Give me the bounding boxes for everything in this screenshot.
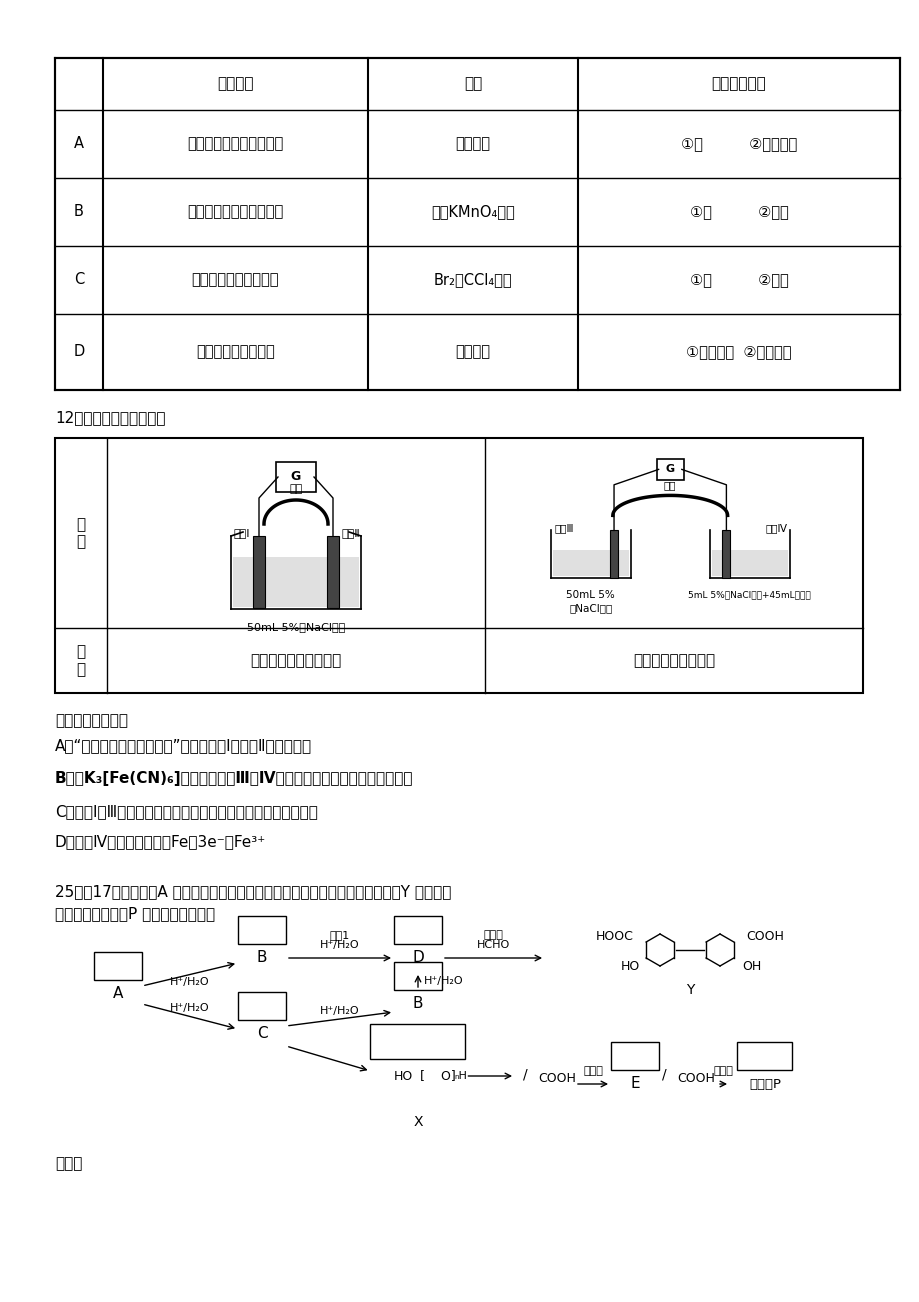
- Bar: [238, 992, 286, 1019]
- Bar: [737, 1042, 791, 1070]
- Text: 铁片Ⅱ: 铁片Ⅱ: [342, 529, 360, 538]
- Text: 的NaCl溶液: 的NaCl溶液: [569, 603, 612, 613]
- Text: HCHO: HCHO: [476, 940, 509, 950]
- Text: Br₂的CCl₄溶液: Br₂的CCl₄溶液: [433, 272, 512, 288]
- Bar: [552, 551, 629, 577]
- Text: 电流计指针未发生偏转: 电流计指针未发生偏转: [250, 654, 341, 668]
- Text: B: B: [74, 204, 84, 220]
- Text: 试剂: 试剂: [463, 77, 482, 91]
- Text: H⁺/H₂O: H⁺/H₂O: [320, 1006, 359, 1016]
- Text: 碳酸的酸性比苯酚强: 碳酸的酸性比苯酚强: [196, 345, 275, 359]
- Text: 酸性KMnO₄溶液: 酸性KMnO₄溶液: [431, 204, 515, 220]
- Text: D: D: [412, 950, 424, 966]
- Text: 酸催化: 酸催化: [483, 930, 503, 940]
- Bar: [393, 962, 441, 990]
- Text: 盐桥: 盐桥: [289, 484, 302, 493]
- Text: 催化剂: 催化剂: [713, 1066, 732, 1075]
- Text: 50mL 5%: 50mL 5%: [566, 590, 615, 600]
- Bar: [55, 437, 862, 693]
- Text: ₙH: ₙH: [453, 1072, 466, 1081]
- Text: B: B: [413, 996, 423, 1012]
- Bar: [55, 59, 899, 391]
- Text: 50mL 5%的NaCl溶液: 50mL 5%的NaCl溶液: [246, 622, 345, 631]
- Text: 苯分子中没有碳碳双键: 苯分子中没有碳碳双键: [191, 272, 279, 288]
- Text: A: A: [74, 137, 84, 151]
- Text: A．“电流计指针未发生偏转”，说明铁片Ⅰ、铁片Ⅱ均未被腐蚀: A．“电流计指针未发生偏转”，说明铁片Ⅰ、铁片Ⅱ均未被腐蚀: [55, 738, 312, 753]
- Bar: [609, 530, 618, 578]
- Bar: [710, 551, 787, 577]
- Bar: [253, 536, 265, 608]
- Bar: [370, 1023, 465, 1059]
- Text: 羟基对苯环的活性有影响: 羟基对苯环的活性有影响: [187, 137, 283, 151]
- Text: Y: Y: [685, 983, 694, 997]
- Text: HOOC: HOOC: [596, 930, 633, 943]
- Bar: [276, 462, 315, 492]
- Text: 25．（17分）有机物A 为缓释阿司匹林的主要成分。用于内燃机润滑油的有机物Y 和用于制: 25．（17分）有机物A 为缓释阿司匹林的主要成分。用于内燃机润滑油的有机物Y …: [55, 884, 451, 898]
- Text: HO: HO: [619, 960, 639, 973]
- Text: 试管中的物质: 试管中的物质: [711, 77, 766, 91]
- Text: 现
象: 现 象: [76, 644, 85, 677]
- Text: H⁺/H₂O: H⁺/H₂O: [170, 978, 210, 987]
- Bar: [721, 530, 730, 578]
- Text: G: G: [290, 470, 301, 483]
- Bar: [94, 952, 142, 980]
- Text: ①苯酚溶液  ②碳酸溶液: ①苯酚溶液 ②碳酸溶液: [686, 345, 791, 359]
- Text: 反应1: 反应1: [330, 930, 350, 940]
- Text: OH: OH: [742, 960, 761, 973]
- Text: 已知：: 已知：: [55, 1156, 83, 1170]
- Text: A: A: [113, 987, 123, 1001]
- Text: ①苯          ②己烯: ①苯 ②己烯: [689, 272, 788, 288]
- Text: H⁺/H₂O: H⁺/H₂O: [170, 1004, 210, 1013]
- Text: HO: HO: [393, 1069, 413, 1082]
- Text: COOH: COOH: [745, 930, 783, 943]
- Bar: [393, 917, 441, 944]
- Text: 实验目的: 实验目的: [217, 77, 254, 91]
- Text: C．铁片Ⅰ、Ⅲ所处的电解质溶液浓度相同，二者的腐蚀速率相等: C．铁片Ⅰ、Ⅲ所处的电解质溶液浓度相同，二者的腐蚀速率相等: [55, 805, 318, 819]
- Text: COOH: COOH: [676, 1073, 714, 1086]
- Text: G: G: [665, 465, 674, 474]
- Text: 盐桥: 盐桥: [664, 480, 675, 491]
- Text: 5mL 5%的NaCl溶液+45mL蒸馏水: 5mL 5%的NaCl溶液+45mL蒸馏水: [687, 590, 810, 599]
- Text: 铁片Ⅲ: 铁片Ⅲ: [554, 523, 573, 534]
- Text: 饱和渴水: 饱和渴水: [455, 137, 490, 151]
- Text: 12．某同学做如下实验：: 12．某同学做如下实验：: [55, 410, 165, 424]
- Text: 聚合物P: 聚合物P: [748, 1078, 780, 1091]
- Text: D: D: [74, 345, 85, 359]
- Text: 下列说法正确的是: 下列说法正确的是: [55, 713, 128, 728]
- Text: 甲基对苯环的活性有影响: 甲基对苯环的活性有影响: [187, 204, 283, 220]
- Text: 电流计指针发生偏转: 电流计指针发生偏转: [632, 654, 714, 668]
- Text: 备水凝胶的聚合物P 的合成路线如下。: 备水凝胶的聚合物P 的合成路线如下。: [55, 906, 215, 921]
- Text: /: /: [522, 1068, 527, 1081]
- Text: H⁺/H₂O: H⁺/H₂O: [424, 976, 463, 986]
- Text: B．用K₃[Fe(CN)₆]溶液检验铁片Ⅲ、Ⅳ附近溶液，可判断电池的正、负极: B．用K₃[Fe(CN)₆]溶液检验铁片Ⅲ、Ⅳ附近溶液，可判断电池的正、负极: [55, 771, 413, 786]
- Text: 铁片Ⅳ: 铁片Ⅳ: [765, 523, 787, 534]
- Text: D．铁片Ⅳ的电极反应式为Fe－3e⁻＝Fe³⁺: D．铁片Ⅳ的电极反应式为Fe－3e⁻＝Fe³⁺: [55, 835, 266, 849]
- Text: 石蕊溶液: 石蕊溶液: [455, 345, 490, 359]
- Text: 浓硫酸: 浓硫酸: [583, 1066, 602, 1075]
- Bar: [233, 557, 358, 607]
- Text: ①苯          ②甲苯: ①苯 ②甲苯: [689, 204, 788, 220]
- Bar: [610, 1042, 658, 1070]
- Text: [    O]: [ O]: [420, 1069, 455, 1082]
- Text: X: X: [413, 1115, 423, 1129]
- Bar: [238, 917, 286, 944]
- Text: ①苯          ②苯酚溶液: ①苯 ②苯酚溶液: [680, 137, 796, 151]
- Text: E: E: [630, 1077, 639, 1091]
- Text: B: B: [256, 950, 267, 966]
- Text: C: C: [74, 272, 84, 288]
- Text: C: C: [256, 1026, 267, 1042]
- Bar: [656, 460, 683, 480]
- Text: 铁片Ⅰ: 铁片Ⅰ: [233, 529, 250, 538]
- Text: /: /: [661, 1068, 665, 1081]
- Text: COOH: COOH: [538, 1073, 575, 1086]
- Bar: [326, 536, 338, 608]
- Text: 装
置: 装 置: [76, 517, 85, 549]
- Text: H⁺/H₂O: H⁺/H₂O: [320, 940, 359, 950]
